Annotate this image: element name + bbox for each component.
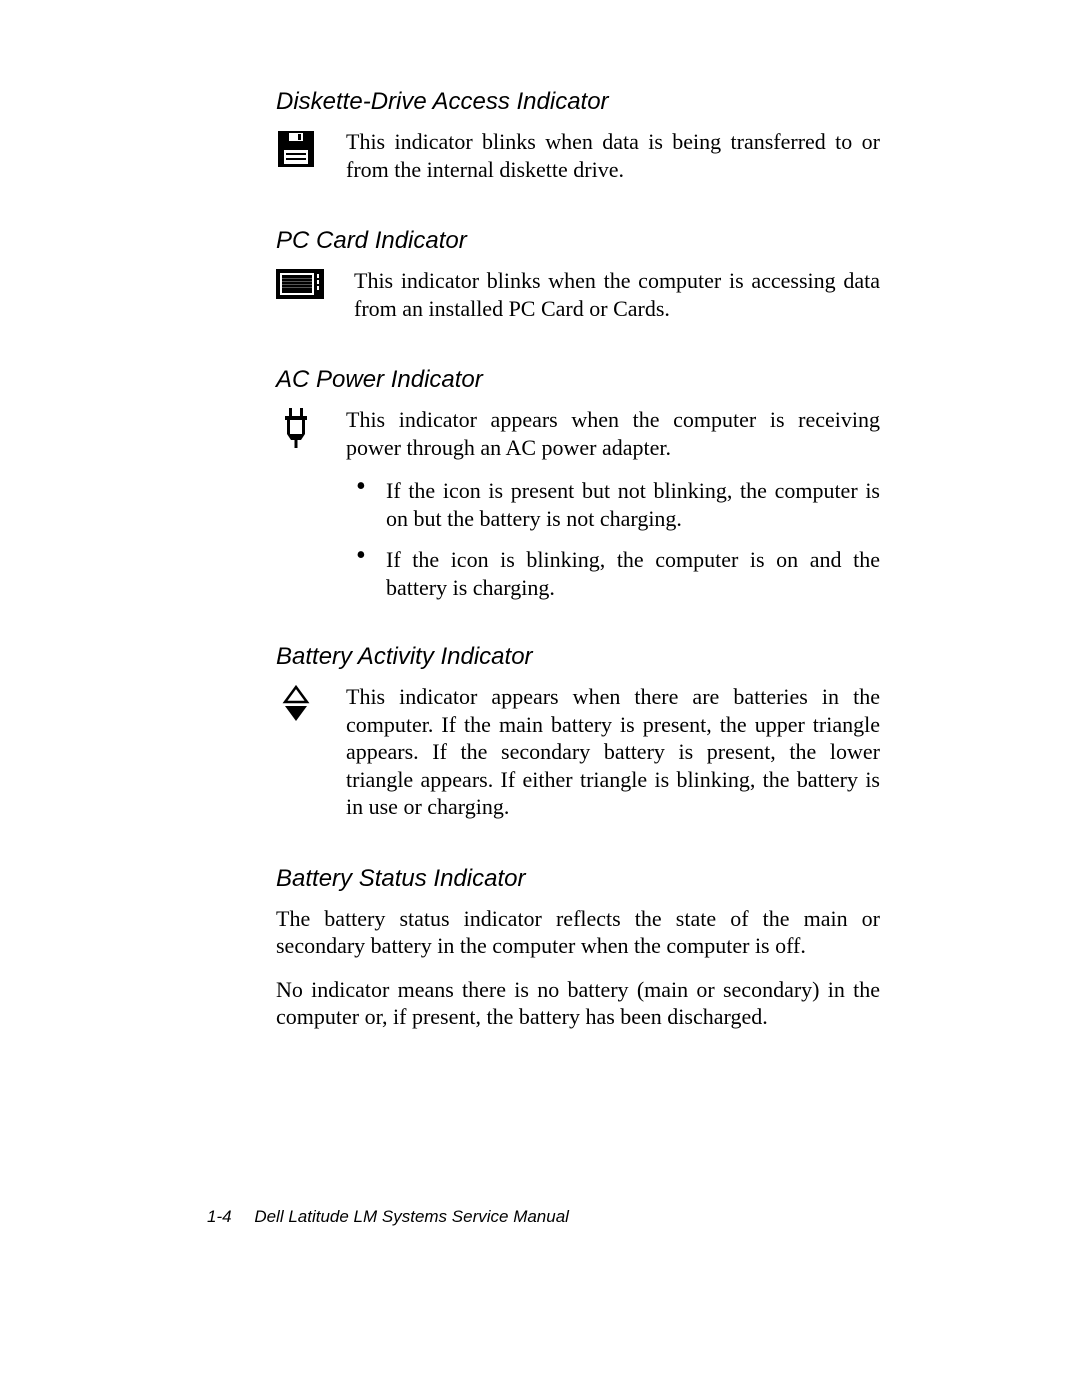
heading-pccard: PC Card Indicator bbox=[276, 227, 880, 255]
entry-acpower: This indicator appears when the computer… bbox=[276, 406, 880, 615]
page-number: 1-4 bbox=[207, 1207, 232, 1226]
entry-pccard: This indicator blinks when the computer … bbox=[276, 267, 880, 338]
diskette-para: This indicator blinks when data is being… bbox=[346, 128, 880, 183]
diskette-icon bbox=[276, 128, 316, 168]
diskette-text: This indicator blinks when data is being… bbox=[346, 128, 880, 199]
manual-title: Dell Latitude LM Systems Service Manual bbox=[254, 1207, 569, 1226]
acpower-bullet-1: If the icon is blinking, the computer is… bbox=[346, 546, 880, 601]
heading-acpower: AC Power Indicator bbox=[276, 366, 880, 394]
battstatus-para1: The battery status indicator reflects th… bbox=[276, 905, 880, 960]
plug-icon bbox=[276, 406, 316, 448]
acpower-bullets: If the icon is present but not blinking,… bbox=[346, 477, 880, 601]
battact-text: This indicator appears when there are ba… bbox=[346, 683, 880, 837]
entry-battact: This indicator appears when there are ba… bbox=[276, 683, 880, 837]
page: Diskette-Drive Access Indicator This ind… bbox=[0, 0, 1080, 1397]
battact-para: This indicator appears when there are ba… bbox=[346, 683, 880, 821]
acpower-bullet-0: If the icon is present but not blinking,… bbox=[346, 477, 880, 532]
battstatus-para2: No indicator means there is no battery (… bbox=[276, 976, 880, 1031]
page-footer: 1-4 Dell Latitude LM Systems Service Man… bbox=[207, 1207, 569, 1227]
heading-diskette: Diskette-Drive Access Indicator bbox=[276, 88, 880, 116]
heading-battact: Battery Activity Indicator bbox=[276, 643, 880, 671]
acpower-para: This indicator appears when the computer… bbox=[346, 406, 880, 461]
pccard-icon bbox=[276, 267, 324, 299]
entry-diskette: This indicator blinks when data is being… bbox=[276, 128, 880, 199]
acpower-text: This indicator appears when the computer… bbox=[346, 406, 880, 615]
pccard-para: This indicator blinks when the computer … bbox=[354, 267, 880, 322]
pccard-text: This indicator blinks when the computer … bbox=[354, 267, 880, 338]
heading-battstatus: Battery Status Indicator bbox=[276, 865, 880, 893]
triangles-icon bbox=[276, 683, 316, 723]
